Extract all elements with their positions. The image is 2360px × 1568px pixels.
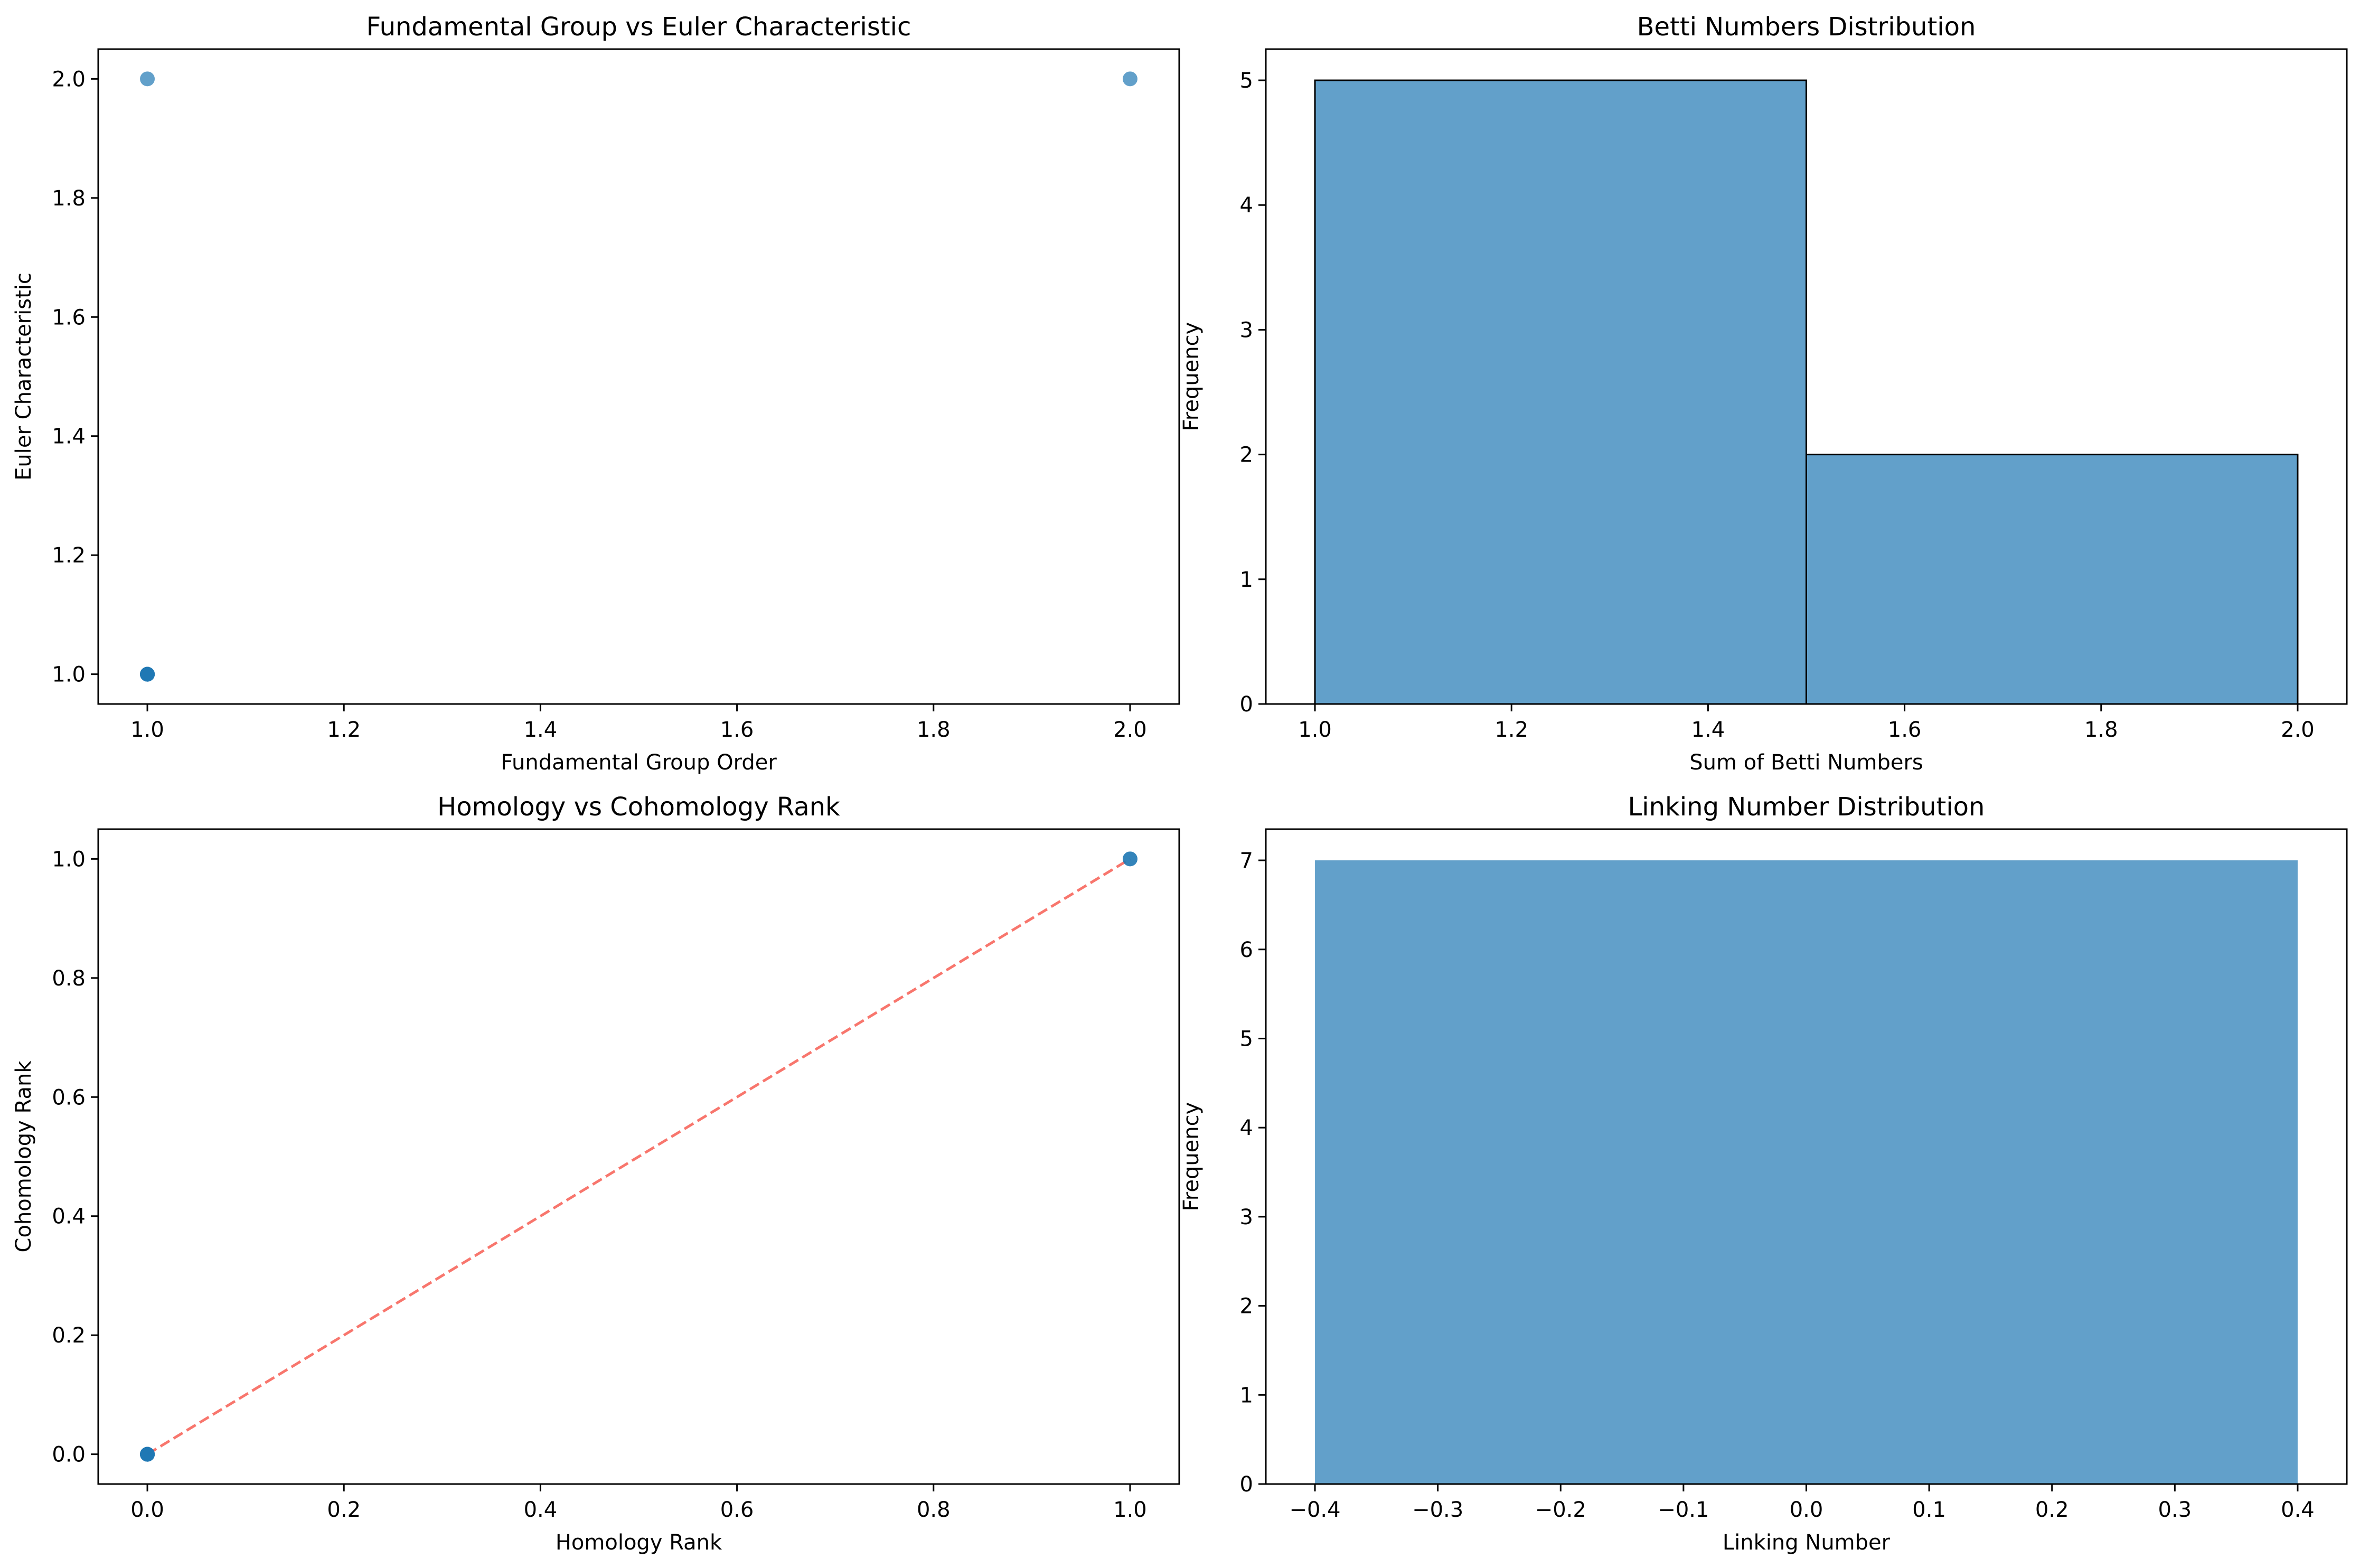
y-tick-label: 0 <box>1240 692 1253 717</box>
chart-panel-linking-number: Linking Number Distribution Linking Numb… <box>1179 792 2348 1555</box>
reference-line <box>146 858 1131 1456</box>
chart-title: Betti Numbers Distribution <box>1637 12 1976 42</box>
histogram-bar <box>1315 860 2298 1484</box>
plot-marks: 1.0 1.2 1.4 1.6 1.8 2.0 1.0 1.2 1.4 1.6 1.8 2.0 <box>52 48 1180 742</box>
x-tick-label: 0.0 <box>130 1498 164 1522</box>
y-tick-label: 1.4 <box>52 425 86 449</box>
chart-panel-fundamental-group: Fundamental Group vs Euler Characteristi… <box>12 12 1180 775</box>
x-tick-label: −0.1 <box>1658 1498 1709 1522</box>
y-tick-label: 0.6 <box>52 1085 86 1110</box>
x-tick-label: 1.0 <box>130 718 164 742</box>
x-tick-label: 2.0 <box>2281 718 2315 742</box>
y-tick-label: 0.0 <box>52 1443 86 1467</box>
x-axis-label: Fundamental Group Order <box>501 750 777 775</box>
y-tick-label: 3 <box>1240 1205 1253 1229</box>
x-tick-label: 1.0 <box>1298 718 1332 742</box>
x-tick-label: 0.2 <box>2035 1498 2069 1522</box>
y-tick-label: 0.2 <box>52 1323 86 1348</box>
y-axis-label: Cohomology Rank <box>12 1060 36 1253</box>
x-tick-label: 1.4 <box>1691 718 1725 742</box>
plot-marks: −0.4 −0.3 −0.2 −0.1 0.0 0.1 0.2 0.3 0.4 0 1 2 3 4 5 6 7 <box>1240 828 2348 1522</box>
x-tick-label: −0.4 <box>1289 1498 1340 1522</box>
scatter-point <box>140 71 155 87</box>
plot-frame <box>97 828 1180 1485</box>
x-tick-label: −0.3 <box>1412 1498 1463 1522</box>
scatter-point <box>140 1447 155 1462</box>
x-axis-label: Sum of Betti Numbers <box>1689 750 1923 775</box>
y-tick-label: 1.0 <box>52 663 86 687</box>
y-tick-label: 4 <box>1240 1116 1253 1140</box>
x-tick-label: 1.2 <box>327 718 361 742</box>
y-tick-label: 1.8 <box>52 186 86 211</box>
y-tick-label: 5 <box>1240 69 1253 93</box>
x-tick-label: 0.4 <box>2281 1498 2315 1522</box>
y-tick-label: 1 <box>1240 1383 1253 1407</box>
y-tick-label: 2 <box>1240 1294 1253 1319</box>
y-tick-label: 0 <box>1240 1472 1253 1497</box>
plot-frame <box>97 48 1180 705</box>
y-axis-label: Euler Characteristic <box>12 273 36 481</box>
chart-panel-betti-numbers: Betti Numbers Distribution Sum of Betti … <box>1179 12 2348 775</box>
x-tick-label: 1.8 <box>2084 718 2118 742</box>
x-tick-label: 0.4 <box>524 1498 558 1522</box>
x-axis-label: Linking Number <box>1723 1531 1891 1555</box>
y-tick-label: 1.0 <box>52 847 86 871</box>
x-tick-label: 0.0 <box>1790 1498 1823 1522</box>
y-tick-label: 2.0 <box>52 67 86 91</box>
plot-frame <box>1265 48 2348 705</box>
x-tick-label: 0.6 <box>720 1498 754 1522</box>
chart-panel-homology-cohomology: Homology vs Cohomology Rank Homology Ran… <box>12 792 1180 1555</box>
y-axis-label: Frequency <box>1179 322 1203 431</box>
scatter-point <box>140 666 155 682</box>
chart-title: Linking Number Distribution <box>1628 792 1985 822</box>
x-tick-label: 0.2 <box>327 1498 361 1522</box>
y-tick-label: 1.6 <box>52 305 86 330</box>
x-tick-label: 0.3 <box>2158 1498 2192 1522</box>
y-tick-label: 5 <box>1240 1027 1253 1051</box>
y-tick-label: 1.2 <box>52 543 86 568</box>
y-tick-label: 0.4 <box>52 1205 86 1229</box>
x-tick-label: 1.4 <box>524 718 558 742</box>
y-tick-label: 4 <box>1240 193 1253 218</box>
x-tick-label: 1.2 <box>1494 718 1528 742</box>
x-tick-label: 2.0 <box>1113 718 1147 742</box>
plot-marks: 1.0 1.2 1.4 1.6 1.8 2.0 0 1 2 3 4 5 <box>1240 48 2348 742</box>
y-tick-label: 6 <box>1240 938 1253 962</box>
x-tick-label: 0.8 <box>917 1498 951 1522</box>
y-tick-label: 2 <box>1240 443 1253 467</box>
y-tick-label: 3 <box>1240 318 1253 342</box>
chart-title: Fundamental Group vs Euler Characteristi… <box>366 12 911 42</box>
x-tick-label: 1.0 <box>1113 1498 1147 1522</box>
chart-title: Homology vs Cohomology Rank <box>437 792 840 822</box>
x-axis-label: Homology Rank <box>556 1531 722 1555</box>
x-tick-label: 1.8 <box>917 718 951 742</box>
y-tick-label: 0.8 <box>52 966 86 991</box>
y-tick-label: 7 <box>1240 849 1253 873</box>
histogram-bar <box>1314 79 1807 705</box>
x-tick-label: 1.6 <box>720 718 754 742</box>
histogram-bar <box>1806 454 2299 705</box>
scatter-point <box>1122 851 1137 867</box>
y-axis-label: Frequency <box>1179 1102 1203 1212</box>
x-tick-label: −0.2 <box>1535 1498 1586 1522</box>
x-tick-label: 0.1 <box>1912 1498 1946 1522</box>
scatter-point <box>1122 71 1137 87</box>
x-tick-label: 1.6 <box>1888 718 1922 742</box>
plot-marks: 0.0 0.2 0.4 0.6 0.8 1.0 0.0 0.2 0.4 0.6 0.8 1.0 <box>52 828 1180 1522</box>
y-tick-label: 1 <box>1240 568 1253 592</box>
